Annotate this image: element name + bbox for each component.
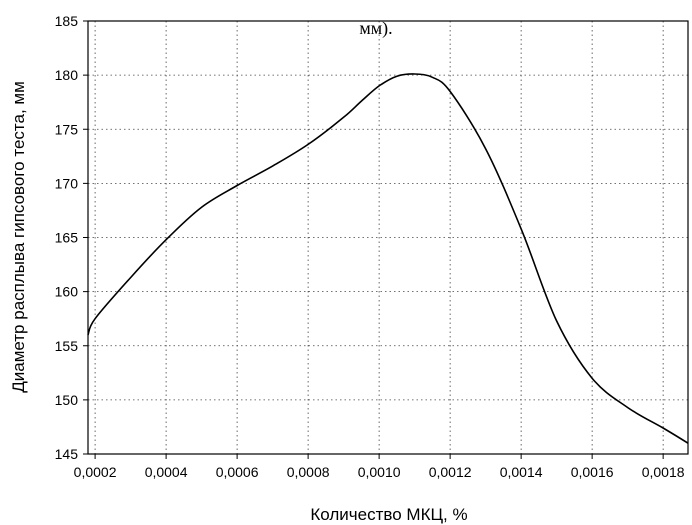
y-tick-label: 175 bbox=[55, 121, 79, 137]
x-tick-label: 0,0010 bbox=[358, 464, 401, 480]
x-tick-label: 0,0002 bbox=[74, 464, 117, 480]
x-tick-label: 0,0006 bbox=[216, 464, 259, 480]
x-tick-label: 0,0004 bbox=[145, 464, 188, 480]
x-tick-label: 0,0014 bbox=[500, 464, 543, 480]
y-tick-label: 185 bbox=[55, 13, 79, 29]
series-line bbox=[87, 73, 689, 444]
axis-ticks: 0,0002 0,0004 0,0006 0,0008 0,0010 0,0012 0,00… bbox=[55, 13, 685, 480]
x-tick-label: 0,0008 bbox=[287, 464, 330, 480]
y-tick-label: 170 bbox=[55, 175, 79, 191]
x-tick-label: 0,0018 bbox=[642, 464, 685, 480]
series-layer bbox=[87, 73, 689, 444]
y-tick-label: 165 bbox=[55, 230, 79, 246]
y-tick-label: 150 bbox=[55, 392, 79, 408]
x-axis-label: Количество МКЦ, % bbox=[310, 505, 467, 524]
x-tick-label: 0,0016 bbox=[571, 464, 614, 480]
y-tick-label: 160 bbox=[55, 284, 79, 300]
y-axis-label: Диаметр расплыва гипсового теста, мм bbox=[9, 81, 28, 393]
grid bbox=[88, 21, 688, 454]
y-tick-label: 155 bbox=[55, 338, 79, 354]
y-tick-label: 145 bbox=[55, 446, 79, 462]
header-fragment: мм). bbox=[359, 18, 392, 39]
y-tick-label: 180 bbox=[55, 67, 79, 83]
x-tick-label: 0,0012 bbox=[429, 464, 472, 480]
